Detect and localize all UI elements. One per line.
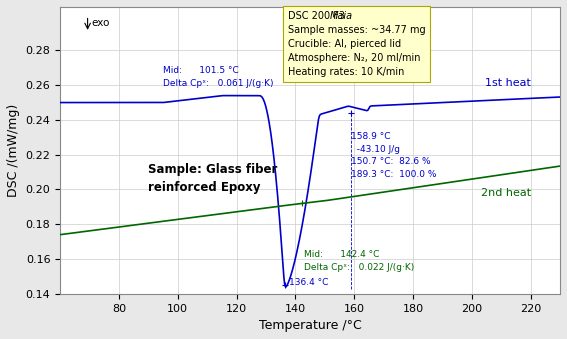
Text: Sample: Glass fiber
reinforced Epoxy: Sample: Glass fiber reinforced Epoxy (149, 163, 278, 194)
Text: 158.9 °C
  -43.10 J/g
150.7 °C:  82.6 %
189.3 °C:  100.0 %: 158.9 °C -43.10 J/g 150.7 °C: 82.6 % 189… (351, 132, 437, 179)
Text: Maia: Maia (330, 11, 353, 21)
Text: Mid:      101.5 °C
Delta Cpˣ:   0.061 J/(g·K): Mid: 101.5 °C Delta Cpˣ: 0.061 J/(g·K) (163, 66, 273, 87)
Text: 2nd heat: 2nd heat (480, 188, 531, 198)
Text: exo: exo (91, 18, 109, 28)
Text: 1st heat: 1st heat (485, 78, 531, 88)
Text: 136.4 °C: 136.4 °C (290, 278, 329, 287)
Text: DSC 200 F3: DSC 200 F3 (287, 16, 352, 25)
Text: Mid:      142.4 °C
Delta Cpˣ:   0.022 J/(g·K): Mid: 142.4 °C Delta Cpˣ: 0.022 J/(g·K) (304, 250, 414, 272)
X-axis label: Temperature /°C: Temperature /°C (259, 319, 361, 332)
Text: DSC 200 F3 
Sample masses: ~34.77 mg
Crucible: Al, pierced lid
Atmosphere: N₂, 2: DSC 200 F3 Sample masses: ~34.77 mg Cruc… (287, 11, 425, 77)
Y-axis label: DSC /(mW/mg): DSC /(mW/mg) (7, 104, 20, 197)
